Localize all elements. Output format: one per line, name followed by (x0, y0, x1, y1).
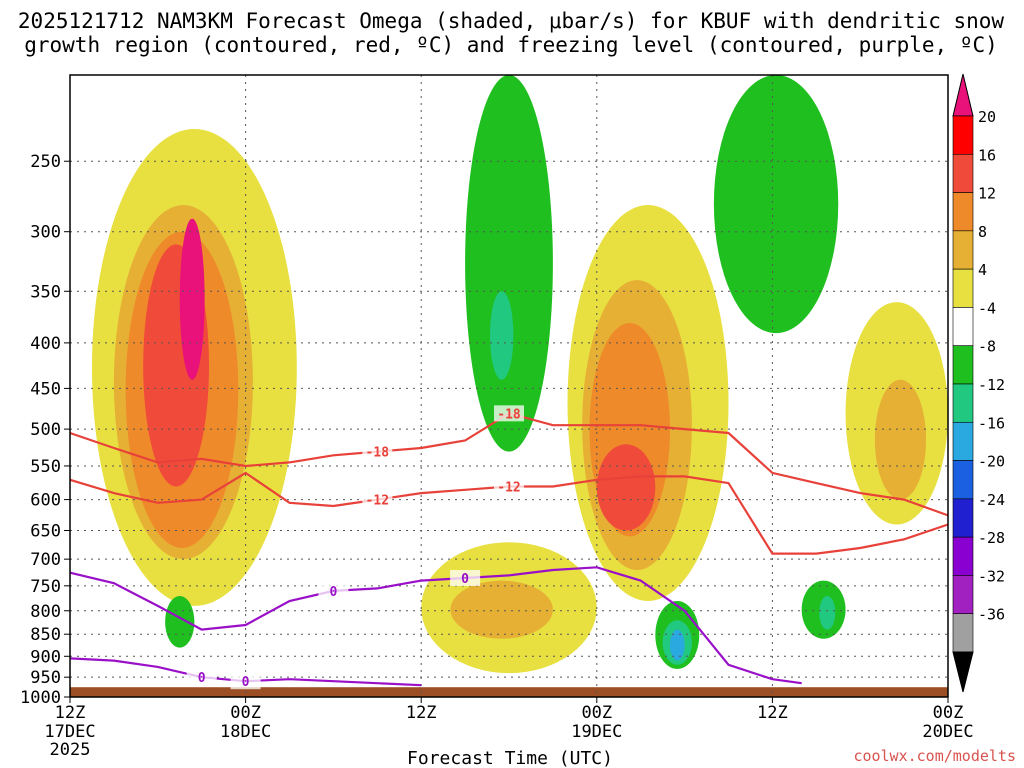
x-tick-label: 12Z (757, 703, 788, 723)
chart-title-line-1: 2025121712 NAM3KM Forecast Omega (shaded… (18, 9, 1005, 33)
colorbar-bottom-triangle (952, 651, 974, 693)
colorbar-label: 4 (978, 261, 987, 279)
y-tick-label: 600 (30, 491, 61, 511)
colorbar-label: 8 (978, 223, 987, 241)
colorbar-label: -12 (978, 376, 1005, 394)
colorbar-segment (952, 498, 974, 538)
dgz-minus-12-label: -12 (366, 494, 389, 509)
y-tick-label: 550 (30, 457, 61, 477)
omega-region-10 (450, 580, 553, 639)
colorbar-label: 20 (978, 108, 996, 126)
colorbar-label: -32 (978, 567, 1005, 585)
credit-text: coolwx.com/modelts (853, 747, 1016, 765)
colorbar-segment (952, 115, 974, 155)
colorbar-label: 12 (978, 185, 996, 203)
colorbar-segment (952, 153, 974, 193)
y-tick-label: 450 (30, 379, 61, 399)
freezing-level-lower-label-bg (186, 669, 217, 686)
x-tick-label: 00Z (581, 703, 612, 723)
x-tick-label: 00Z (933, 703, 964, 723)
freezing-level-upper-line (69, 566, 802, 685)
colorbar-segment (952, 460, 974, 500)
colorbar-label: -20 (978, 453, 1005, 471)
colorbar-label: -28 (978, 529, 1005, 547)
dgz-minus-12-label-bg (494, 478, 524, 495)
y-tick-label: 950 (30, 668, 61, 688)
x-tick-label: 17DEC (44, 722, 95, 742)
y-tick-label: 300 (30, 223, 61, 243)
colorbar-segment (952, 421, 974, 461)
ground-fill (70, 687, 948, 697)
dgz-minus-12-label: -12 (497, 480, 520, 495)
dgz-minus-18-label: -18 (497, 407, 521, 422)
x-tick-label: 18DEC (220, 722, 271, 742)
colorbar-label: -16 (978, 414, 1005, 432)
omega-region-8 (596, 444, 656, 531)
y-axis: 2503003504004505005506006507007508008509… (20, 152, 70, 708)
dgz-minus-18-label: -18 (366, 446, 390, 461)
omega-region-21 (165, 595, 195, 648)
dgz-minus-12-label-bg (362, 491, 393, 508)
omega-region-20 (819, 595, 836, 630)
colorbar-segment (952, 575, 974, 615)
omega-region-18 (669, 629, 685, 661)
y-tick-label: 350 (30, 282, 61, 302)
colorbar-segment (952, 345, 974, 385)
chart-title-line-2: growth region (contoured, red, ºC) and f… (24, 33, 998, 57)
freezing-level-upper-label: 0 (461, 572, 469, 587)
colorbar-label: 16 (978, 146, 996, 164)
colorbar-top-triangle (952, 73, 974, 117)
colorbar-segment (952, 307, 974, 347)
colorbar-label: -8 (978, 338, 996, 356)
freezing-level-upper-label-bg (450, 570, 481, 587)
colorbar-segment (952, 613, 974, 653)
freezing-level-lower-label: 0 (242, 675, 250, 690)
colorbar-label: -24 (978, 491, 1005, 509)
y-tick-label: 750 (30, 577, 61, 597)
y-tick-label: 700 (30, 550, 61, 570)
x-axis-label: Forecast Time (UTC) (407, 748, 613, 768)
colorbar-segment (952, 268, 974, 308)
omega-region-13 (465, 74, 553, 452)
colorbar-segment (952, 536, 974, 576)
x-tick-label: 20DEC (922, 722, 973, 742)
x-tick-label: 12Z (406, 703, 437, 723)
freezing-level-lower-label: 0 (198, 671, 206, 686)
y-tick-label: 1000 (20, 688, 61, 708)
colorbar-segment (952, 383, 974, 423)
freezing-level-upper-label-bg (318, 582, 349, 599)
colorbar-label: -36 (978, 606, 1005, 624)
colorbar-label: -4 (978, 299, 996, 317)
x-tick-label: 00Z (230, 703, 261, 723)
y-tick-label: 500 (30, 420, 61, 440)
omega-region-12 (874, 379, 927, 500)
y-tick-label: 650 (30, 522, 61, 542)
y-tick-label: 850 (30, 625, 61, 645)
colorbar: 20 16 12 8 4 -4 -8 -12 -16 -20 -24 -28 -32 -36 (952, 73, 1005, 693)
y-tick-label: 250 (30, 152, 61, 172)
x-tick-label: 12Z (55, 703, 86, 723)
y-tick-label: 400 (30, 334, 61, 354)
omega-region-15 (713, 75, 839, 334)
plot-frame (69, 74, 949, 698)
omega-region-4 (179, 218, 205, 380)
freezing-level-upper-label: 0 (329, 585, 337, 600)
omega-region-14 (489, 291, 514, 380)
dgz-minus-18-label-bg (362, 443, 393, 460)
x-tick-label: 19DEC (571, 722, 622, 742)
y-tick-label: 800 (30, 602, 61, 622)
freezing-level-lower-label-bg (230, 673, 261, 690)
plot-area: -18 -18 -12 -12 0 0 0 0 (69, 74, 949, 698)
colorbar-segment (952, 192, 974, 232)
colorbar-segment (952, 230, 974, 270)
x-tick-label: 2025 (50, 740, 91, 760)
y-tick-label: 900 (30, 647, 61, 667)
dgz-minus-18-label-bg (494, 405, 524, 422)
